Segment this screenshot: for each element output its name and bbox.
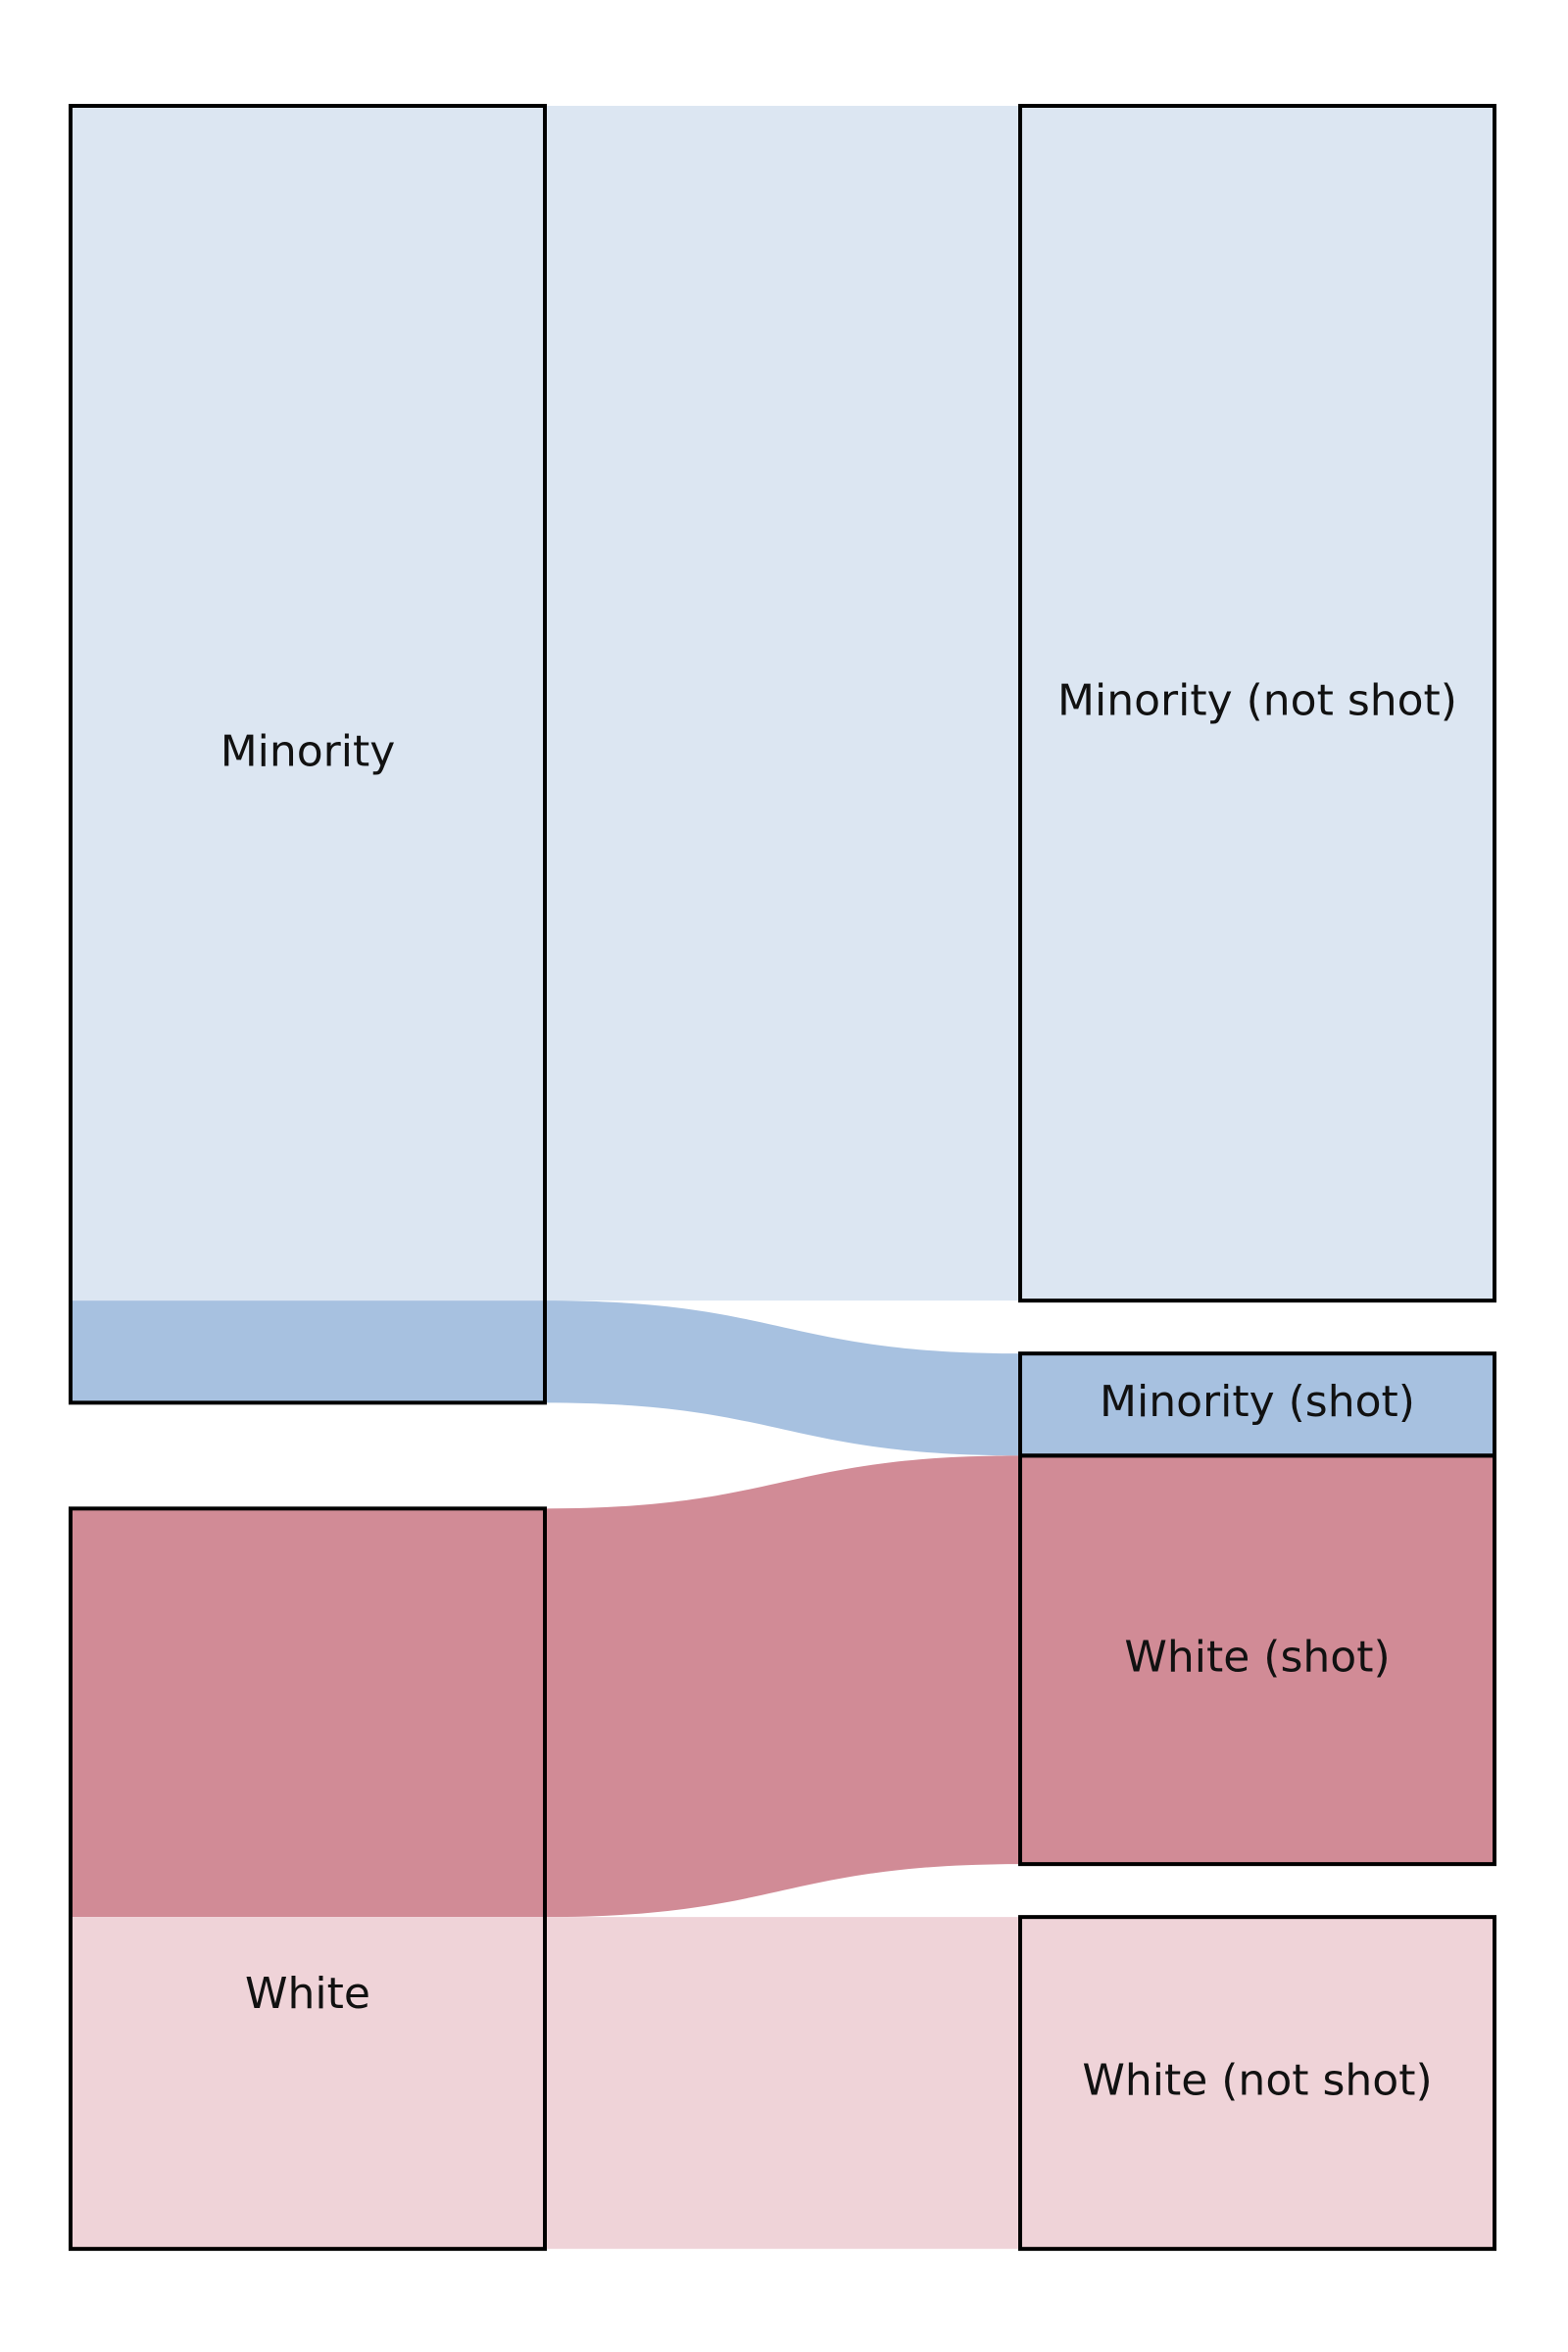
node-label-minority-shot: Minority (shot) bbox=[1100, 1377, 1415, 1427]
link-white-to-white-not-shot bbox=[545, 1917, 1020, 2249]
labels-layer: Minority White Minority (not shot) Minority… bbox=[220, 676, 1457, 2106]
node-label-minority: Minority bbox=[220, 727, 396, 777]
node-label-white-shot: White (shot) bbox=[1124, 1633, 1390, 1683]
node-white-shot bbox=[1018, 1453, 1496, 1867]
link-minority-to-minority-not-shot bbox=[545, 106, 1020, 1301]
source-segment-white-to-white-shot bbox=[71, 1508, 545, 1918]
target-segment-minority-to-minority-not-shot bbox=[1020, 106, 1494, 1301]
node-label-white-not-shot: White (not shot) bbox=[1082, 2055, 1432, 2105]
target-segment-white-to-white-not-shot bbox=[1020, 1917, 1494, 2249]
nodes-layer bbox=[69, 104, 1496, 2251]
node-white bbox=[69, 1506, 547, 2251]
source-segment-white-to-white-not-shot bbox=[71, 1917, 545, 2249]
node-label-minority-not-shot: Minority (not shot) bbox=[1057, 676, 1457, 726]
target-segment-minority-to-minority-shot bbox=[1020, 1353, 1494, 1456]
node-minority bbox=[69, 104, 547, 1405]
links-layer bbox=[545, 106, 1020, 2249]
node-label-white: White bbox=[245, 1969, 370, 2019]
source-segment-minority-to-minority-shot bbox=[71, 1300, 545, 1403]
target-segment-white-to-white-shot bbox=[1020, 1455, 1494, 1865]
link-minority-to-minority-shot bbox=[545, 1300, 1020, 1456]
source-segment-minority-to-minority-not-shot bbox=[71, 106, 545, 1301]
link-white-to-white-shot bbox=[545, 1455, 1020, 1918]
node-minority-not-shot bbox=[1018, 104, 1496, 1303]
node-white-not-shot bbox=[1018, 1915, 1496, 2251]
